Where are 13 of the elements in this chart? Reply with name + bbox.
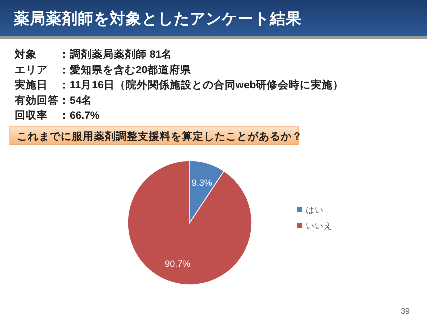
text: エリア ：愛知県を含む20都道府県 [15,63,193,76]
data-label: 9.3% [192,178,212,188]
chart-subtitle: これまでに服用薬剤調整支援料を算定したことがあるか？ [17,130,303,143]
pie-slice [128,160,252,286]
legend-label: いいえ [306,221,333,231]
data-label: 90.7% [165,258,191,269]
legend-label: はい [306,205,324,215]
text: 39 [401,307,411,316]
text: 回収率 ：66.7% [15,109,100,122]
text: 対象 ：調剤薬局薬剤師 81名 [14,48,173,61]
chart-title: 薬局薬剤師を対象としたアンケート結果 [13,9,303,28]
text: 有効回答：54名 [14,94,93,107]
text: 実施日 ：11月16日（院外関係施設との合同web研修会時に実施） [14,78,344,92]
